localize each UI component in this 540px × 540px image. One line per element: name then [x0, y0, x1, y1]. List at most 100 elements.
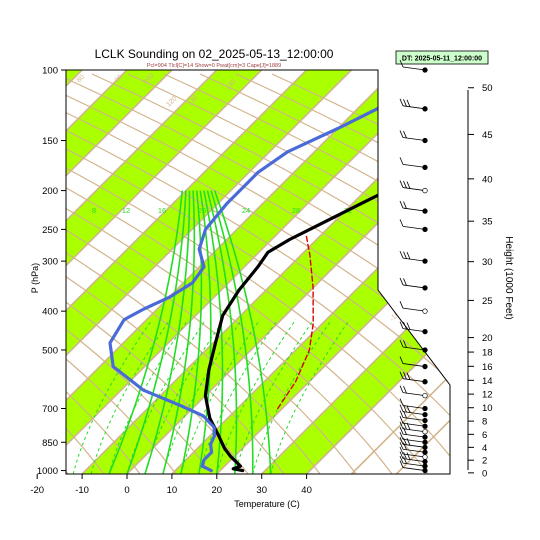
chart-subtitle: Pcl=904 Tlcl[C]=14 Show=0 Pwat[cm]=3 Cap…	[147, 63, 281, 69]
wind-barb-feather	[399, 219, 404, 227]
mixing-ratio-label: 12	[122, 206, 130, 215]
wind-barb-feather	[399, 442, 404, 450]
wind-barb-feather	[403, 180, 407, 189]
wind-barb-station	[422, 439, 428, 445]
dry-adiabat	[91, 73, 450, 474]
wind-barb	[399, 398, 428, 412]
mixing-ratio-line	[216, 319, 297, 474]
wind-barb-station	[422, 417, 428, 424]
wind-barb-staff	[402, 105, 426, 110]
height-tick-label: 8	[482, 417, 487, 428]
parcel-profile	[277, 235, 314, 410]
wind-barb-feather	[399, 130, 404, 138]
dewpoint-profile	[108, 70, 450, 473]
wind-barb-staff	[402, 438, 426, 443]
isotherm-line	[66, 70, 173, 474]
wind-barb	[399, 157, 428, 171]
wind-barb-station	[422, 308, 428, 314]
wind-barb-station	[422, 106, 428, 112]
y-axis-label: P (hPa)	[30, 263, 40, 293]
wind-barb-feather	[399, 180, 404, 188]
wind-barb-feather	[399, 421, 404, 429]
wind-barb-feather	[399, 432, 404, 440]
y-tick-label: 200	[42, 186, 58, 197]
wind-barb	[399, 339, 428, 353]
wind-barb-feather	[399, 385, 404, 393]
wind-barb-feather	[403, 385, 407, 394]
x-tick-label: 40	[301, 485, 312, 496]
wind-barb	[399, 59, 428, 73]
wind-barb-station	[422, 411, 428, 418]
height-axis: 02 4 6 8 10 12 14 16 18 20 25 30 35 40 45 50	[467, 83, 493, 479]
wind-barb-feather	[403, 451, 407, 460]
mixing-ratio-line	[180, 319, 261, 474]
y-tick-label: 700	[42, 404, 58, 415]
dry-adiabat	[199, 73, 450, 474]
wind-barb-feather	[399, 301, 404, 309]
mixing-ratio-label: 28	[292, 206, 300, 215]
wind-barb-feather	[406, 99, 411, 107]
wind-barb	[399, 421, 428, 435]
dry-adiabat	[66, 73, 450, 474]
height-tick-label: 10	[482, 403, 493, 414]
wind-barb-feather	[399, 404, 404, 412]
y-tick-label: 1000	[37, 466, 58, 477]
wind-barb	[399, 130, 428, 144]
wind-barb-staff	[402, 462, 426, 467]
isotherm-band	[66, 70, 262, 474]
isotherm-label: 40	[379, 112, 390, 123]
wind-barb-feather	[399, 451, 404, 459]
isotherm-line	[66, 70, 263, 474]
x-tick-label: 0	[124, 485, 129, 496]
wind-barb	[399, 180, 428, 194]
wind-barb-feather	[403, 404, 407, 413]
wind-barb-feather	[406, 452, 411, 460]
wind-barb-station	[422, 444, 428, 450]
wind-barb-feather	[403, 99, 407, 107]
wind-barb	[399, 250, 428, 264]
wind-barb-station	[422, 328, 428, 335]
x-tick-label: -20	[30, 485, 44, 496]
wind-barb-feather	[403, 130, 407, 139]
wind-barb	[399, 404, 428, 418]
wind-barb	[399, 371, 428, 385]
dry-adiabat	[66, 73, 213, 474]
height-tick-label: 2	[482, 456, 487, 467]
wind-barb-staff	[402, 467, 426, 471]
y-tick-label: 100	[42, 66, 58, 77]
wind-barb-staff	[402, 163, 426, 168]
moist-adiabat	[144, 190, 191, 474]
height-tick-label: 4	[482, 443, 487, 454]
y-tick-label: 400	[42, 307, 58, 318]
isotherm-line	[66, 70, 308, 474]
wind-barb	[399, 301, 428, 314]
wind-barb-staff	[402, 257, 426, 262]
wind-barb-feather	[399, 339, 404, 348]
y-tick-label: 850	[42, 438, 58, 449]
wind-barb-feather	[399, 426, 404, 435]
wind-barb-feather	[406, 438, 411, 446]
wind-barb-station	[422, 208, 428, 214]
wind-barb-staff	[402, 422, 426, 427]
dry-adiabat	[66, 73, 285, 474]
height-tick-label: 25	[482, 296, 493, 307]
wind-barb-feather	[399, 157, 404, 165]
wind-barb-staff	[402, 226, 426, 230]
isotherm-line	[306, 70, 450, 474]
wind-barb	[399, 426, 428, 440]
wind-barb-feather	[399, 250, 404, 259]
wind-barb-feather	[399, 416, 404, 424]
y-axis: 100 150 200 250 300 400 500 700 850 1000	[37, 66, 66, 477]
wind-barb	[399, 455, 428, 469]
y-tick-label: 500	[42, 345, 58, 356]
wind-barb-staff	[402, 458, 426, 463]
wind-barb-station	[422, 405, 428, 412]
dry-adiabat	[66, 73, 450, 474]
moist-adiabat	[206, 190, 238, 474]
wind-barb-feather	[406, 322, 411, 330]
wind-barb-staff	[402, 66, 426, 71]
wind-barb-station	[422, 392, 428, 399]
wind-barb-station	[422, 187, 428, 194]
wind-barb	[399, 385, 428, 399]
y-tick-label: 300	[42, 257, 58, 268]
